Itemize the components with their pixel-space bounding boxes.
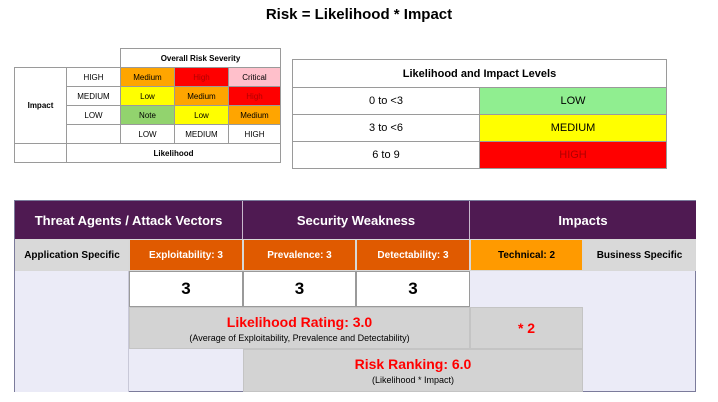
likelihood-label: Likelihood — [66, 143, 281, 163]
factor-business-specific: Business Specific — [583, 239, 696, 271]
detectability-score: 3 — [356, 271, 470, 307]
level-range: 0 to <3 — [292, 87, 480, 115]
likelihood-column-label: LOW — [120, 124, 175, 144]
severity-cell: High — [174, 67, 229, 87]
risk-ranking-note: (Likelihood * Impact) — [371, 375, 455, 385]
empty-cell — [15, 271, 129, 392]
severity-cell: Low — [174, 105, 229, 125]
level-range: 6 to 9 — [292, 141, 480, 169]
severity-cell: Medium — [228, 105, 281, 125]
factor-technical: Technical: 2 — [470, 239, 583, 271]
level-value: MEDIUM — [479, 114, 667, 142]
prevalence-score: 3 — [243, 271, 356, 307]
levels-header: Likelihood and Impact Levels — [292, 59, 667, 88]
severity-cell: High — [228, 86, 281, 106]
impact-row-label: LOW — [66, 105, 121, 125]
factor-detectability: Detectability: 3 — [356, 239, 470, 271]
likelihood-column-label: MEDIUM — [174, 124, 229, 144]
level-range: 3 to <6 — [292, 114, 480, 142]
severity-cell: Low — [120, 86, 175, 106]
severity-header: Overall Risk Severity — [120, 48, 281, 68]
impact-row-label: HIGH — [66, 67, 121, 87]
impact-label: Impact — [14, 67, 67, 144]
impacts-header: Impacts — [470, 201, 696, 239]
severity-cell: Medium — [174, 86, 229, 106]
factor-exploitability: Exploitability: 3 — [129, 239, 243, 271]
severity-cell: Note — [120, 105, 175, 125]
risk-ranking: Risk Ranking: 6.0 — [354, 356, 472, 372]
levels-table: Likelihood and Impact Levels 0 to <3 LOW… — [292, 59, 667, 169]
risk-severity-matrix: Overall Risk Severity Impact HIGH Medium… — [14, 48, 281, 163]
likelihood-rating-box: Likelihood Rating: 3.0 (Average of Explo… — [129, 307, 470, 349]
likelihood-column-label: HIGH — [228, 124, 281, 144]
likelihood-rating-note: (Average of Exploitability, Prevalence a… — [189, 332, 410, 343]
threat-agents-header: Threat Agents / Attack Vectors — [15, 201, 243, 239]
impact-row-label: MEDIUM — [66, 86, 121, 106]
likelihood-rating: Likelihood Rating: 3.0 — [226, 313, 373, 330]
impact-multiplier: * 2 — [470, 307, 583, 349]
risk-rating-table: Threat Agents / Attack Vectors Security … — [14, 200, 696, 392]
level-value: HIGH — [479, 141, 667, 169]
page-title: Risk = Likelihood * Impact — [265, 6, 453, 23]
severity-cell: Medium — [120, 67, 175, 87]
risk-ranking-box: Risk Ranking: 6.0 (Likelihood * Impact) — [243, 349, 583, 392]
security-weakness-header: Security Weakness — [243, 201, 470, 239]
severity-cell: Critical — [228, 67, 281, 87]
factor-application-specific: Application Specific — [15, 239, 129, 271]
exploitability-score: 3 — [129, 271, 243, 307]
factor-prevalence: Prevalence: 3 — [243, 239, 356, 271]
level-value: LOW — [479, 87, 667, 115]
